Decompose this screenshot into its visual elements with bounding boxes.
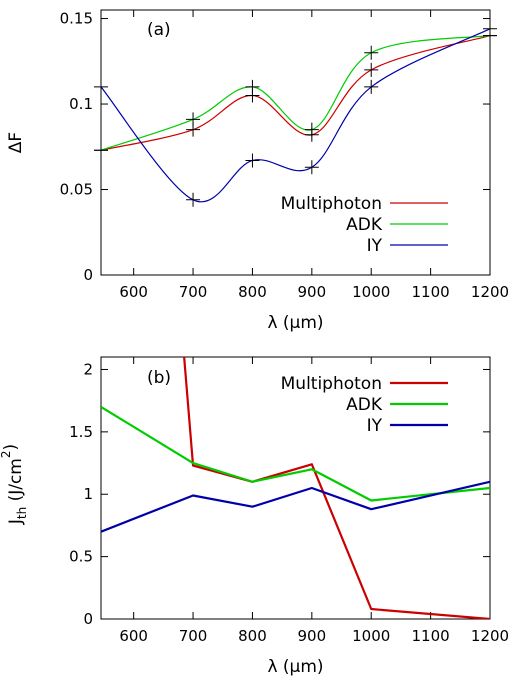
x-tick-label: 600 — [119, 627, 148, 645]
y-tick-label: 0.1 — [69, 95, 93, 113]
plot-frame — [100, 356, 491, 620]
y-axis-label-sup: 2 — [0, 450, 13, 458]
x-axis-label: λ (μm) — [267, 313, 323, 333]
data-point-marker — [186, 112, 201, 127]
data-point-marker — [483, 21, 497, 36]
x-tick-label: 1100 — [412, 627, 450, 645]
x-tick-label: 1000 — [352, 283, 390, 301]
data-point-marker — [364, 45, 379, 60]
plot-area — [101, 357, 490, 619]
data-point-marker — [304, 160, 319, 175]
x-tick-label: 700 — [179, 283, 208, 301]
data-point-marker — [364, 62, 379, 77]
x-tick-label: 800 — [238, 627, 267, 645]
plot-area — [101, 28, 490, 203]
series-line-adk — [101, 35, 490, 151]
panel-label: (b) — [147, 368, 171, 388]
x-tick-label: 900 — [298, 627, 327, 645]
y-axis-label-close: ) — [1, 444, 21, 451]
y-tick-label: 0.15 — [60, 10, 93, 28]
series-line-adk — [101, 405, 490, 502]
y-axis-label: ΔF — [6, 132, 26, 153]
x-tick-label: 1200 — [471, 283, 509, 301]
panel-b: 600 700 800 900 1000 1100 1200 0 0.5 1 1.5 2 λ (μm) J… — [0, 356, 509, 677]
data-point-marker — [94, 143, 108, 158]
y-tick-label: 0 — [83, 266, 93, 284]
x-tick-label: 1000 — [352, 627, 390, 645]
y-tick-label: 0 — [83, 610, 93, 628]
x-tick-label: 900 — [298, 283, 327, 301]
legend-label: ADK — [346, 215, 383, 235]
y-tick-label: 0.5 — [69, 548, 93, 566]
x-axis-label: λ (μm) — [267, 657, 323, 677]
panel-label: (a) — [147, 20, 171, 40]
legend-label: Multiphoton — [281, 374, 382, 394]
y-axis-label-main: J — [6, 519, 26, 525]
legend-label: IY — [367, 416, 383, 436]
data-point-marker — [304, 122, 319, 137]
x-tick-label: 1200 — [471, 627, 509, 645]
legend-label: Multiphoton — [281, 194, 382, 214]
plot-frame — [100, 9, 491, 276]
panel-a: 600 700 800 900 1000 1100 1200 0 0.05 0.1 0.15 λ (μ… — [6, 9, 509, 333]
data-point-marker — [186, 192, 201, 207]
legend-label: ADK — [346, 395, 383, 415]
x-tick-label: 700 — [179, 627, 208, 645]
series-line-iy — [101, 480, 490, 533]
legend-label: IY — [367, 236, 383, 256]
series-line-multiphoton — [101, 35, 490, 151]
data-point-marker — [364, 79, 379, 94]
data-point-marker — [245, 79, 260, 94]
x-tick-label: 1100 — [412, 283, 450, 301]
y-tick-label: 0.05 — [60, 181, 93, 199]
y-axis-label-sub: th — [15, 507, 29, 519]
data-point-marker — [245, 153, 260, 168]
series-line-iy — [101, 28, 490, 203]
series-line-multiphoton — [183, 357, 490, 619]
y-tick-label: 1 — [83, 485, 93, 503]
y-tick-label: 1.5 — [69, 423, 93, 441]
y-axis-label: Jth (J/cm2) — [0, 444, 29, 525]
data-point-marker — [94, 79, 108, 94]
y-axis-label-unit: (J/cm — [6, 458, 26, 507]
y-tick-label: 2 — [83, 360, 93, 378]
x-tick-label: 800 — [238, 283, 267, 301]
x-tick-label: 600 — [119, 283, 148, 301]
